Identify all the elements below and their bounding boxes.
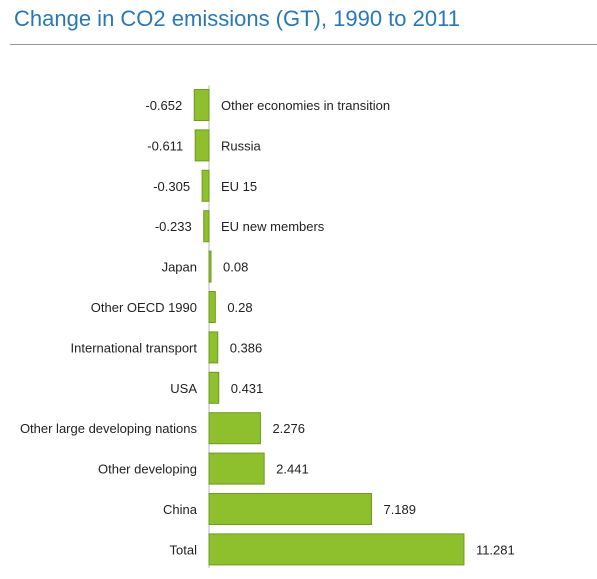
value-label: -0.305: [153, 179, 190, 194]
category-label: EU 15: [221, 179, 257, 194]
bar: [194, 129, 210, 162]
category-label: China: [163, 502, 198, 517]
bar: [208, 250, 212, 283]
bar: [208, 331, 219, 364]
category-label: Total: [170, 542, 198, 557]
value-label: 2.276: [272, 421, 305, 436]
chart-title: Change in CO2 emissions (GT), 1990 to 20…: [14, 6, 460, 31]
bar: [208, 533, 465, 566]
bar: [208, 412, 261, 445]
category-label: Other developing: [98, 462, 197, 477]
value-label: 11.281: [476, 542, 515, 557]
value-label: -0.652: [145, 98, 182, 113]
value-label: -0.611: [147, 138, 183, 153]
bar: [208, 371, 220, 404]
value-label: 0.28: [227, 300, 252, 315]
bar: [208, 291, 216, 323]
bar: [203, 210, 210, 243]
value-label: 0.386: [230, 340, 263, 355]
value-label: 0.431: [231, 381, 264, 396]
bar: [201, 169, 210, 202]
title-divider: [10, 44, 597, 45]
category-label: Japan: [162, 260, 197, 275]
bar-layer: [193, 89, 465, 566]
bar: [208, 493, 372, 525]
value-label: 7.189: [383, 502, 416, 517]
category-label: Other economies in transition: [221, 98, 390, 113]
category-label: USA: [170, 381, 197, 396]
bar: [193, 89, 210, 121]
category-label: EU new members: [221, 219, 325, 234]
category-label: Russia: [221, 138, 262, 153]
value-label: -0.233: [155, 219, 192, 234]
category-label: Other large developing nations: [20, 421, 198, 436]
bar: [208, 452, 265, 485]
value-label: 2.441: [276, 462, 309, 477]
category-label: International transport: [71, 340, 198, 355]
category-label: Other OECD 1990: [91, 300, 197, 315]
value-label: 0.08: [223, 260, 248, 275]
label-layer: Other economies in transition -0.652 Russi…: [20, 98, 515, 557]
